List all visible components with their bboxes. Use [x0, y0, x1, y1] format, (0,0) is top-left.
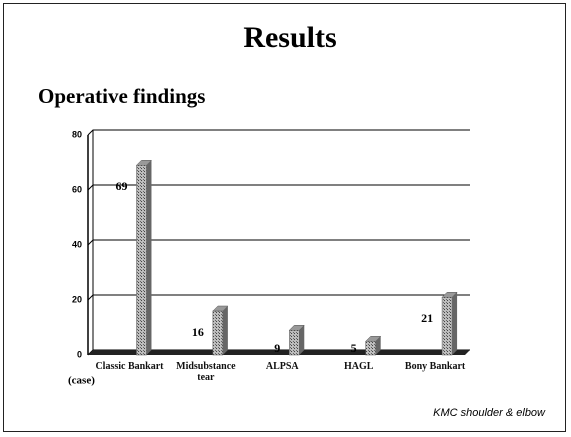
bar-side: [222, 306, 228, 355]
y-tick-label: 0: [77, 349, 82, 359]
y-tick-label: 20: [72, 294, 82, 304]
value-label: 69: [115, 179, 127, 193]
bar: [441, 297, 453, 356]
x-tick-label: ALPSA: [265, 361, 299, 372]
y-tick-label: 40: [72, 239, 82, 249]
grid-line: [87, 184, 470, 191]
y-tick-label: 80: [72, 129, 82, 139]
bar-side: [146, 160, 152, 355]
y-tick-label: 60: [72, 184, 82, 194]
value-label: 5: [351, 341, 357, 355]
grid-line: [87, 239, 470, 246]
value-label: 9: [274, 341, 280, 355]
x-tick-label: HAGL: [343, 361, 374, 372]
slide-subtitle: Operative findings: [38, 84, 205, 108]
x-tick-label: Midsubstance tear: [176, 361, 236, 383]
x-tick-label: Bony Bankart: [404, 361, 466, 372]
bar-side: [299, 325, 305, 355]
grid-line: [87, 294, 470, 301]
bar: [289, 330, 300, 356]
slide-frame: [3, 3, 566, 432]
bar-side: [452, 292, 458, 355]
bar: [212, 310, 224, 356]
slide-title: Results: [243, 21, 336, 54]
grid-line: [87, 129, 470, 136]
x-tick-label: Classic Bankart: [95, 361, 164, 372]
bar: [365, 341, 376, 356]
footer: KMC shoulder & elbow: [433, 407, 546, 419]
value-label: 16: [192, 325, 204, 339]
y-unit-label: (case): [68, 375, 95, 387]
bar-side: [375, 336, 381, 355]
bar: [136, 165, 147, 356]
value-label: 21: [421, 311, 433, 325]
